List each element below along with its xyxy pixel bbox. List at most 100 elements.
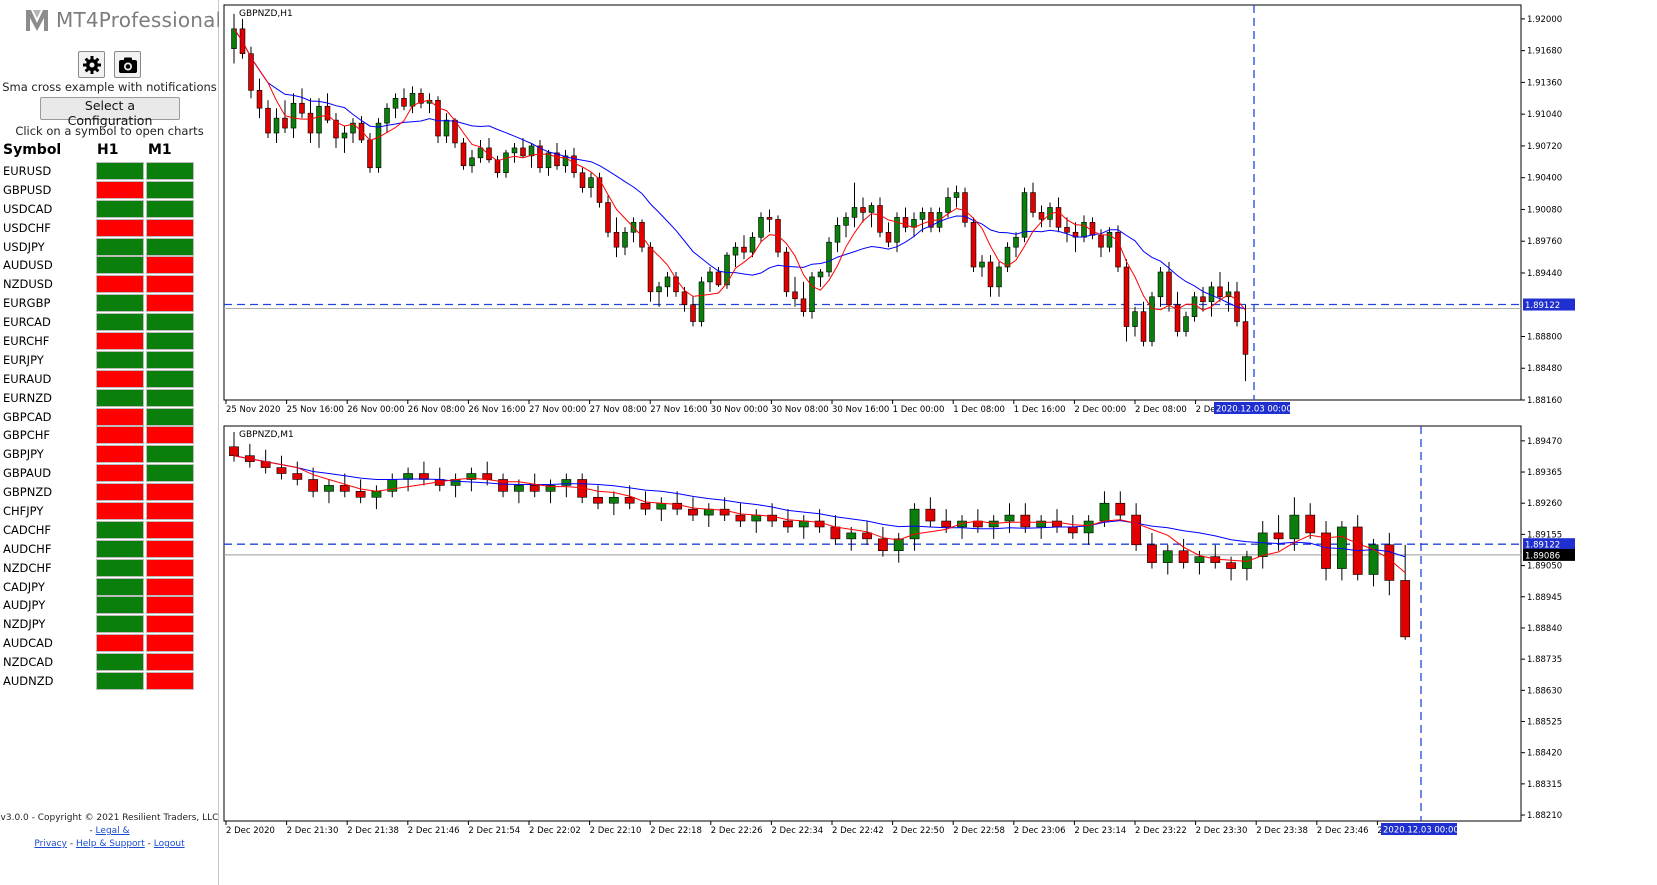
- symbol-name[interactable]: GBPUSD: [3, 182, 52, 197]
- m1-signal-cell[interactable]: [146, 162, 194, 180]
- m1-signal-cell[interactable]: [146, 520, 194, 539]
- symbol-name[interactable]: CADJPY: [3, 579, 45, 594]
- symbol-row-gbpusd[interactable]: GBPUSD: [0, 180, 219, 200]
- m1-signal-cell[interactable]: [146, 596, 194, 615]
- h1-signal-cell[interactable]: [96, 407, 144, 426]
- symbol-row-audchf[interactable]: AUDCHF: [0, 539, 219, 559]
- symbol-name[interactable]: NZDJPY: [3, 617, 46, 632]
- symbol-row-audcad[interactable]: AUDCAD: [0, 634, 219, 653]
- m1-signal-cell[interactable]: [146, 464, 194, 483]
- symbol-row-euraud[interactable]: EURAUD: [0, 369, 219, 389]
- m1-signal-cell[interactable]: [146, 294, 194, 313]
- h1-signal-cell[interactable]: [96, 426, 144, 445]
- help-support-link[interactable]: Help & Support: [75, 839, 145, 849]
- symbol-name[interactable]: USDCHF: [3, 220, 51, 235]
- m1-signal-cell[interactable]: [146, 672, 194, 691]
- symbol-row-eurcad[interactable]: EURCAD: [0, 313, 219, 332]
- h1-signal-cell[interactable]: [96, 332, 144, 351]
- symbol-name[interactable]: GBPCHF: [3, 428, 51, 443]
- symbol-row-audjpy[interactable]: AUDJPY: [0, 596, 219, 615]
- m1-signal-cell[interactable]: [146, 275, 194, 294]
- symbol-name[interactable]: AUDJPY: [3, 598, 46, 613]
- symbol-row-gbpcad[interactable]: GBPCAD: [0, 407, 219, 427]
- h1-signal-cell[interactable]: [96, 558, 144, 577]
- symbol-row-nzdchf[interactable]: NZDCHF: [0, 558, 219, 578]
- h1-signal-cell[interactable]: [96, 539, 144, 558]
- h1-chart[interactable]: GBPNZD,H11.920001.916801.913601.910401.9…: [219, 0, 1657, 421]
- h1-signal-cell[interactable]: [96, 577, 144, 596]
- symbol-row-usdchf[interactable]: USDCHF: [0, 218, 219, 238]
- m1-signal-cell[interactable]: [146, 653, 194, 672]
- h1-signal-cell[interactable]: [96, 445, 144, 464]
- symbol-row-audusd[interactable]: AUDUSD: [0, 256, 219, 275]
- symbol-row-nzdusd[interactable]: NZDUSD: [0, 275, 219, 294]
- symbol-row-nzdcad[interactable]: NZDCAD: [0, 653, 219, 672]
- symbol-row-chfjpy[interactable]: CHFJPY: [0, 502, 219, 521]
- h1-signal-cell[interactable]: [96, 369, 144, 388]
- symbol-name[interactable]: EURJPY: [3, 352, 44, 367]
- symbol-row-nzdjpy[interactable]: NZDJPY: [0, 615, 219, 634]
- m1-signal-cell[interactable]: [146, 426, 194, 445]
- m1-signal-cell[interactable]: [146, 218, 194, 237]
- h1-signal-cell[interactable]: [96, 502, 144, 521]
- symbol-row-eurusd[interactable]: EURUSD: [0, 162, 219, 181]
- symbol-row-gbpjpy[interactable]: GBPJPY: [0, 445, 219, 464]
- symbol-name[interactable]: NZDUSD: [3, 277, 53, 292]
- symbol-name[interactable]: USDJPY: [3, 239, 45, 254]
- h1-signal-cell[interactable]: [96, 634, 144, 653]
- h1-signal-cell[interactable]: [96, 596, 144, 615]
- h1-signal-cell[interactable]: [96, 237, 144, 256]
- m1-signal-cell[interactable]: [146, 237, 194, 256]
- symbol-name[interactable]: NZDCAD: [3, 655, 54, 670]
- symbol-name[interactable]: GBPJPY: [3, 447, 44, 462]
- logout-link[interactable]: Logout: [153, 839, 185, 849]
- m1-signal-cell[interactable]: [146, 539, 194, 558]
- symbol-name[interactable]: EURUSD: [3, 164, 52, 178]
- symbol-row-eurnzd[interactable]: EURNZD: [0, 388, 219, 408]
- symbol-name[interactable]: NZDCHF: [3, 560, 52, 575]
- m1-signal-cell[interactable]: [146, 558, 194, 577]
- h1-signal-cell[interactable]: [96, 199, 144, 218]
- h1-signal-cell[interactable]: [96, 350, 144, 369]
- m1-signal-cell[interactable]: [146, 483, 194, 502]
- h1-signal-cell[interactable]: [96, 313, 144, 332]
- m1-signal-cell[interactable]: [146, 256, 194, 275]
- symbol-row-usdjpy[interactable]: USDJPY: [0, 237, 219, 257]
- h1-signal-cell[interactable]: [96, 294, 144, 313]
- symbol-row-gbpchf[interactable]: GBPCHF: [0, 426, 219, 445]
- m1-signal-cell[interactable]: [146, 180, 194, 199]
- m1-signal-cell[interactable]: [146, 350, 194, 369]
- symbol-row-gbpnzd[interactable]: GBPNZD: [0, 483, 219, 502]
- h1-signal-cell[interactable]: [96, 672, 144, 691]
- symbol-row-eurgbp[interactable]: EURGBP: [0, 294, 219, 313]
- symbol-name[interactable]: EURCHF: [3, 334, 50, 349]
- m1-signal-cell[interactable]: [146, 634, 194, 653]
- symbol-name[interactable]: AUDNZD: [3, 674, 54, 689]
- h1-signal-cell[interactable]: [96, 464, 144, 483]
- symbol-row-cadjpy[interactable]: CADJPY: [0, 577, 219, 597]
- symbol-name[interactable]: EURAUD: [3, 371, 52, 386]
- symbol-name[interactable]: AUDCHF: [3, 541, 52, 556]
- symbol-row-gbpaud[interactable]: GBPAUD: [0, 464, 219, 483]
- symbol-name[interactable]: EURGBP: [3, 296, 51, 311]
- symbol-name[interactable]: USDCAD: [3, 201, 53, 216]
- m1-signal-cell[interactable]: [146, 615, 194, 634]
- m1-signal-cell[interactable]: [146, 445, 194, 464]
- symbol-name[interactable]: GBPNZD: [3, 485, 53, 500]
- h1-signal-cell[interactable]: [96, 180, 144, 199]
- symbol-name[interactable]: GBPAUD: [3, 466, 52, 481]
- h1-signal-cell[interactable]: [96, 483, 144, 502]
- m1-signal-cell[interactable]: [146, 313, 194, 332]
- symbol-name[interactable]: AUDCAD: [3, 636, 53, 651]
- m1-signal-cell[interactable]: [146, 407, 194, 426]
- privacy-link[interactable]: Privacy: [34, 839, 67, 849]
- m1-chart[interactable]: GBPNZD,M11.894701.893651.892601.891551.8…: [219, 421, 1657, 885]
- symbol-name[interactable]: EURCAD: [3, 315, 51, 330]
- symbol-row-usdcad[interactable]: USDCAD: [0, 199, 219, 219]
- symbol-name[interactable]: CADCHF: [3, 522, 52, 537]
- symbol-row-eurjpy[interactable]: EURJPY: [0, 350, 219, 370]
- h1-signal-cell[interactable]: [96, 388, 144, 407]
- m1-signal-cell[interactable]: [146, 502, 194, 521]
- settings-button[interactable]: [78, 51, 105, 78]
- h1-signal-cell[interactable]: [96, 615, 144, 634]
